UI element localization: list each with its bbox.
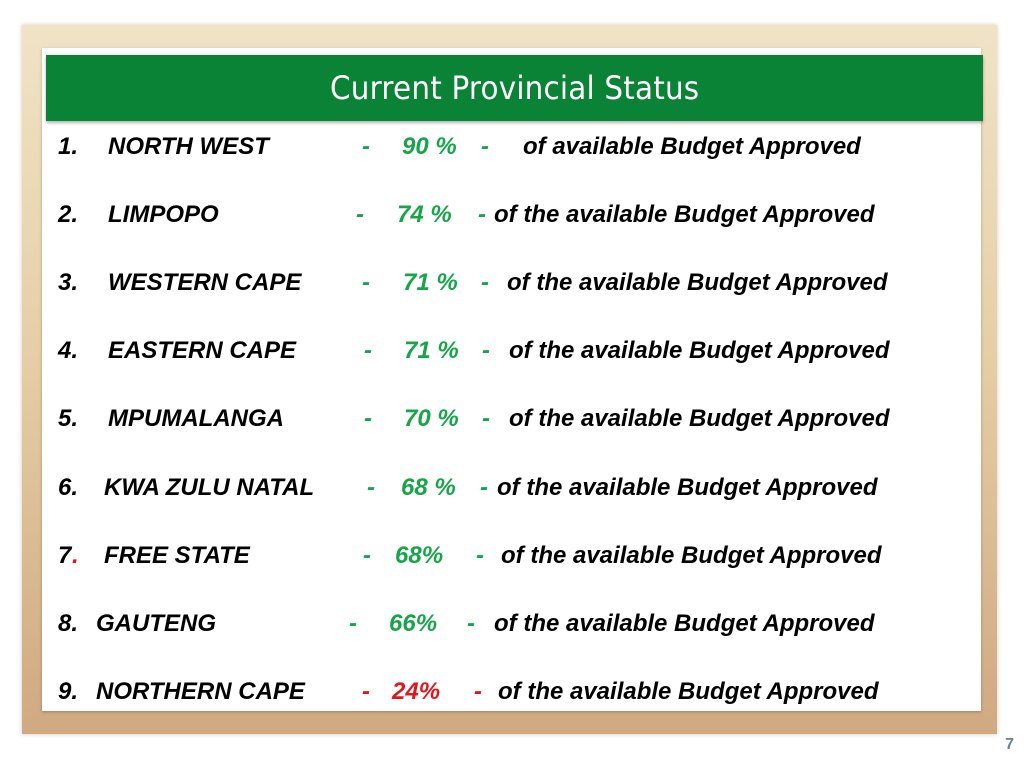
separator-dash: -: [481, 269, 489, 296]
separator-dash: -: [362, 133, 370, 160]
separator-dash: -: [481, 133, 489, 160]
item-number: 7: [58, 542, 72, 569]
list-item: 6. KWA ZULU NATAL - 68 % - of the availa…: [0, 471, 1024, 505]
status-description: of the available Budget Approved: [501, 542, 882, 569]
percent-value: 68%: [395, 542, 444, 569]
separator-dash: -: [480, 474, 488, 501]
province-name: GAUTENG: [96, 610, 216, 637]
separator-dash: -: [349, 610, 357, 637]
percent-value: 90 %: [402, 133, 457, 160]
status-description: of the available Budget Approved: [497, 474, 878, 501]
item-number: 4.: [58, 337, 79, 364]
list-item: 4. EASTERN CAPE - 71 % - of the availabl…: [0, 334, 1024, 368]
list-item: 3. WESTERN CAPE - 71 % - of the availabl…: [0, 266, 1024, 300]
percent-value: 24%: [392, 678, 441, 705]
slide-title: Current Provincial Status: [329, 69, 700, 107]
item-number: 6.: [58, 474, 79, 501]
status-description: of the available Budget Approved: [494, 201, 875, 228]
percent-value: 71 %: [403, 269, 458, 296]
province-name: FREE STATE: [104, 542, 250, 569]
province-name: NORTH WEST: [108, 133, 269, 160]
item-number: 5.: [58, 405, 79, 432]
item-number: 3.: [58, 269, 79, 296]
separator-dash: -: [367, 474, 375, 501]
percent-value: 71 %: [404, 337, 459, 364]
separator-dash: -: [364, 405, 372, 432]
list-item: 8. GAUTENG - 66% - of the available Budg…: [0, 607, 1024, 641]
item-number: 8.: [58, 610, 79, 637]
separator-dash: -: [362, 678, 370, 705]
list-item: 1. NORTH WEST - 90 % - of available Budg…: [0, 130, 1024, 164]
list-item: 7 . FREE STATE - 68% - of the available …: [0, 539, 1024, 573]
page-number: 7: [1005, 736, 1014, 753]
separator-dash: -: [474, 678, 482, 705]
province-name: NORTHERN CAPE: [96, 678, 305, 705]
percent-value: 66%: [389, 610, 438, 637]
item-number: 2.: [58, 201, 79, 228]
province-name: KWA ZULU NATAL: [104, 474, 315, 501]
separator-dash: -: [482, 337, 490, 364]
province-name: MPUMALANGA: [108, 405, 284, 432]
separator-dash: -: [482, 405, 490, 432]
status-description: of the available Budget Approved: [507, 269, 888, 296]
separator-dash: -: [476, 542, 484, 569]
separator-dash: -: [478, 201, 486, 228]
separator-dash: -: [467, 610, 475, 637]
percent-value: 74 %: [397, 201, 452, 228]
item-number: 9.: [58, 678, 79, 705]
content-panel: [42, 48, 981, 711]
percent-value: 70 %: [404, 405, 459, 432]
province-name: LIMPOPO: [108, 201, 219, 228]
separator-dash: -: [362, 269, 370, 296]
title-bar: Current Provincial Status: [46, 55, 983, 121]
status-description: of the available Budget Approved: [509, 405, 890, 432]
status-description: of available Budget Approved: [523, 133, 861, 160]
list-item: 9. NORTHERN CAPE - 24% - of the availabl…: [0, 675, 1024, 709]
status-description: of the available Budget Approved: [509, 337, 890, 364]
status-description: of the available Budget Approved: [494, 610, 875, 637]
list-item: 2. LIMPOPO - 74 % - of the available Bud…: [0, 198, 1024, 232]
status-description: of the available Budget Approved: [498, 678, 879, 705]
separator-dash: -: [356, 201, 364, 228]
province-name: WESTERN CAPE: [108, 269, 302, 296]
list-item: 5. MPUMALANGA - 70 % - of the available …: [0, 402, 1024, 436]
item-number: 1.: [58, 133, 79, 160]
separator-dash: -: [363, 542, 371, 569]
separator-dash: -: [364, 337, 372, 364]
province-name: EASTERN CAPE: [108, 337, 297, 364]
percent-value: 68 %: [401, 474, 456, 501]
item-number-dot: .: [72, 542, 79, 569]
